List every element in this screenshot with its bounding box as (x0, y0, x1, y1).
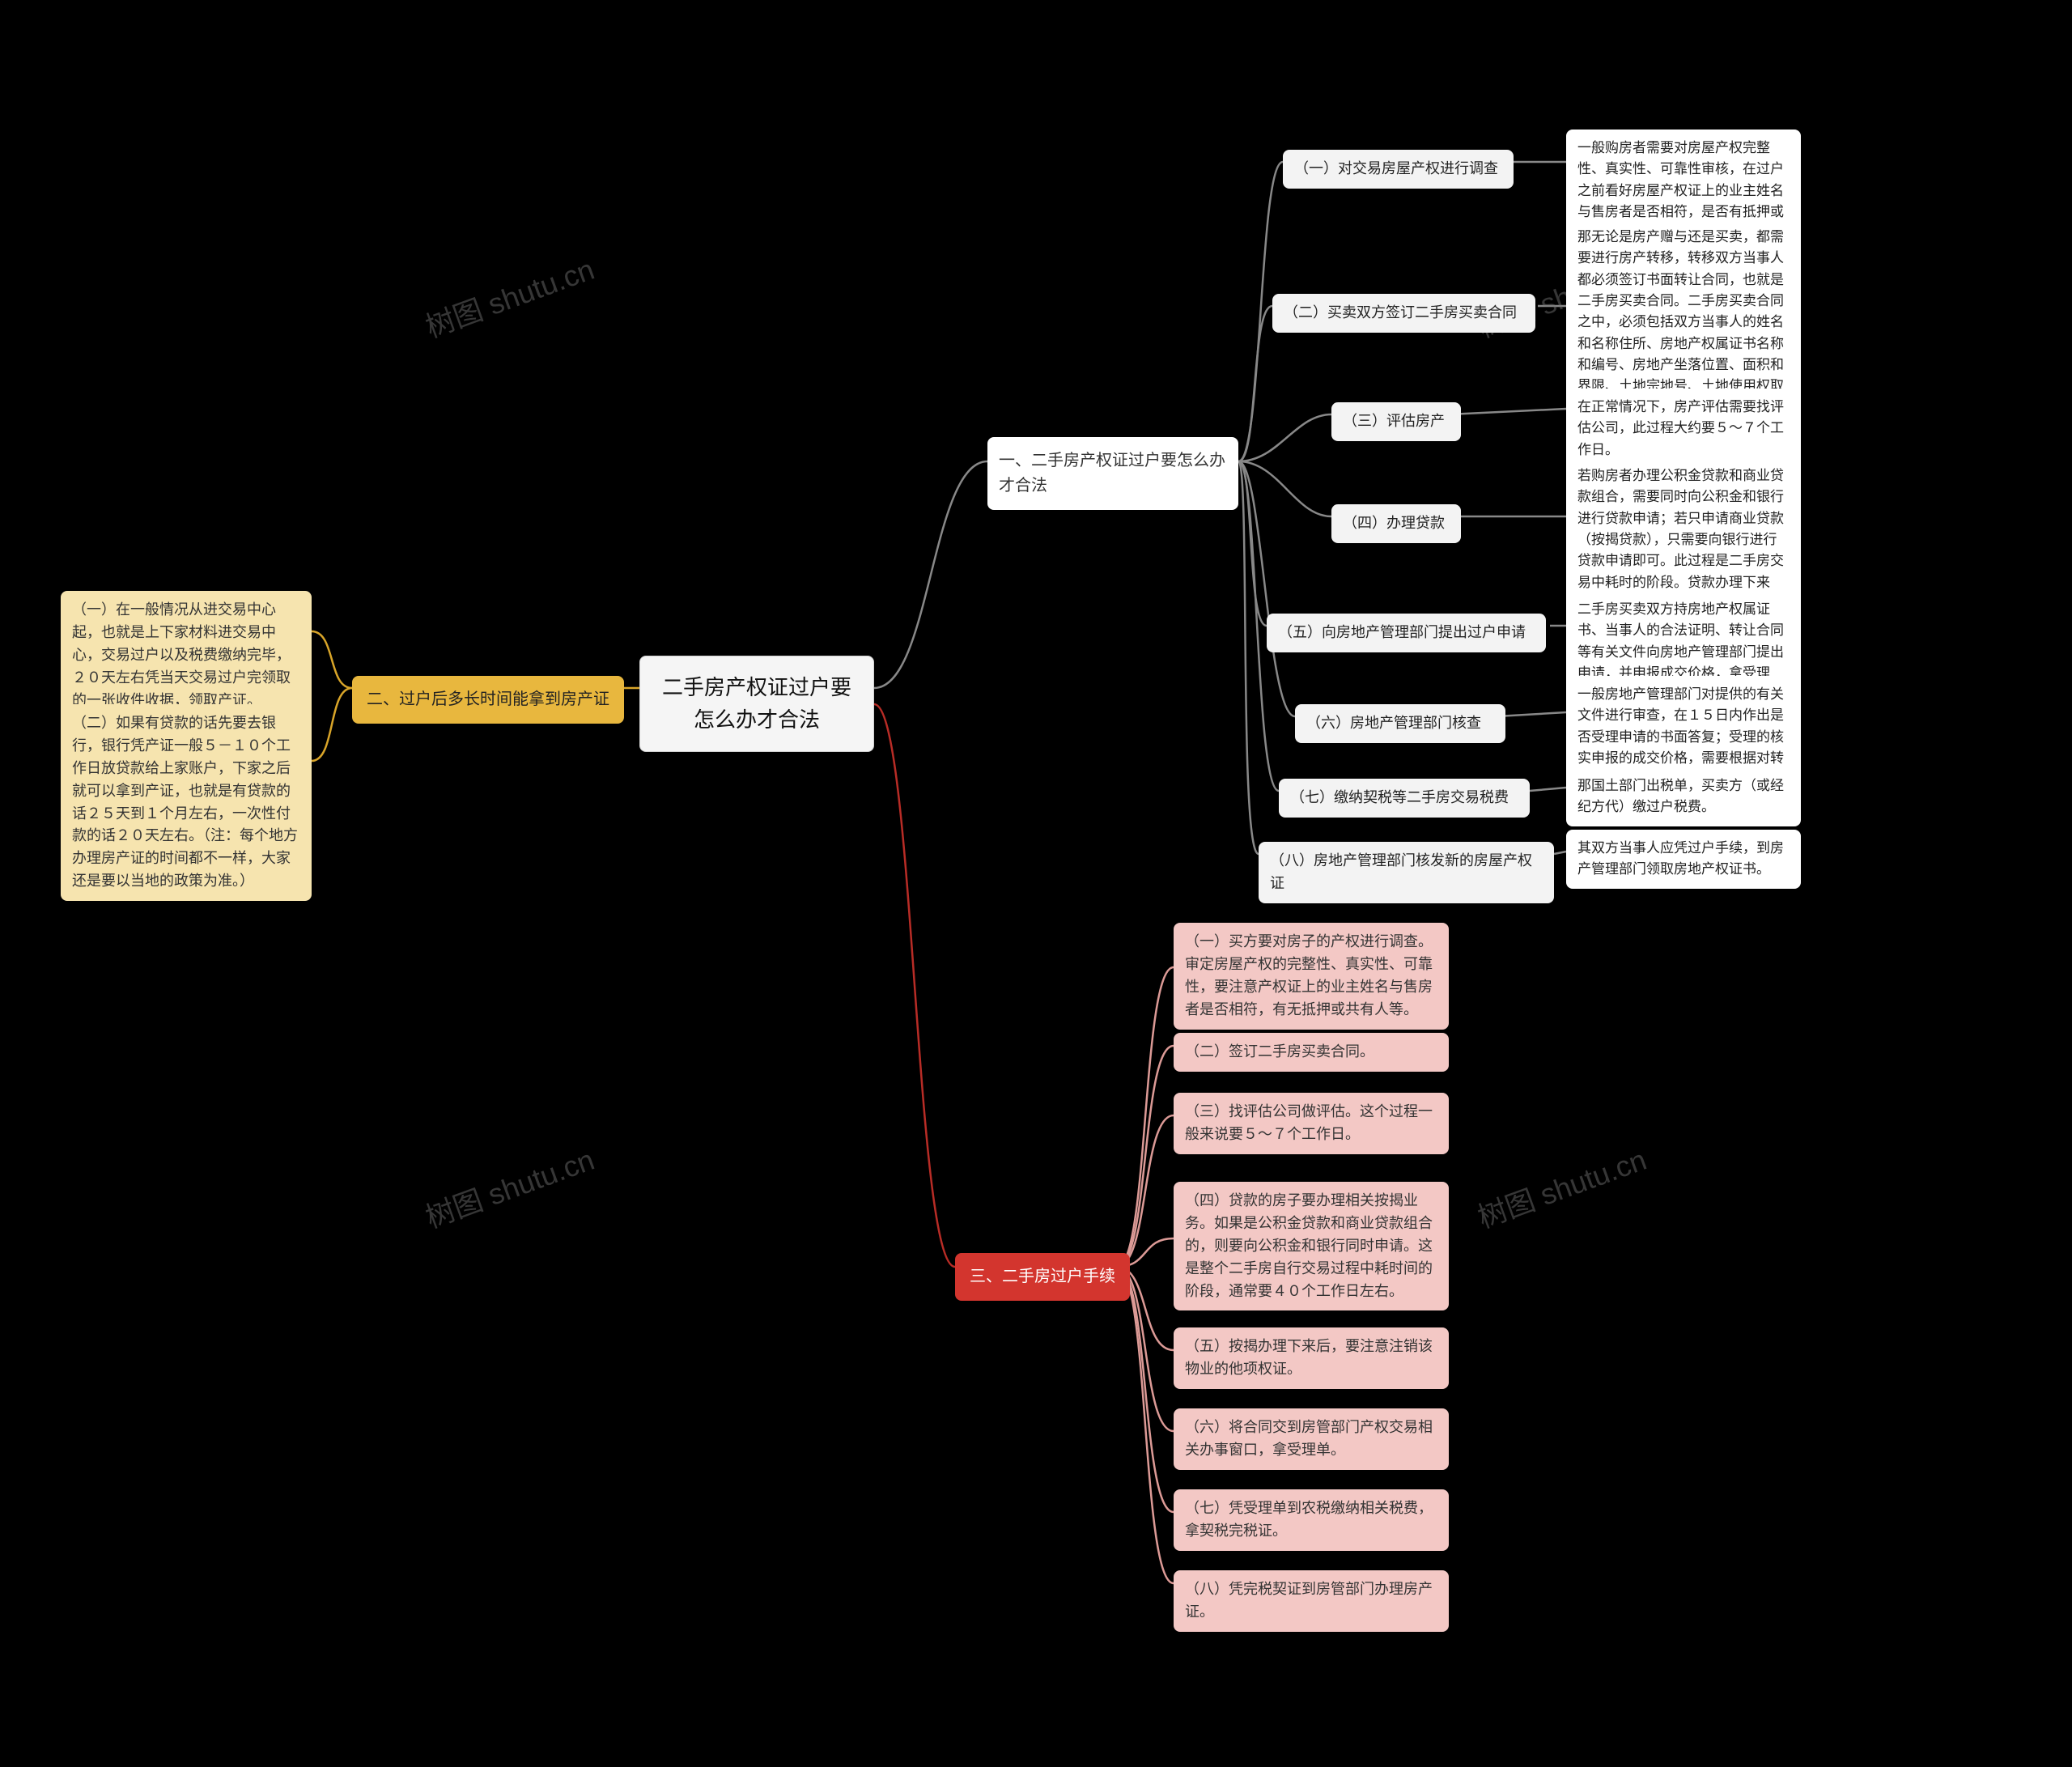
branch1-item-title[interactable]: （三）评估房产 (1331, 402, 1461, 441)
branch1-item-title[interactable]: （六）房地产管理部门核查 (1295, 704, 1505, 743)
watermark: 树图 shutu.cn (419, 1136, 600, 1236)
branch1-item-detail: 那国土部门出税单，买卖方（或经纪方代）缴过户税费。 (1566, 767, 1801, 826)
branch-1-label[interactable]: 一、二手房产权证过户要怎么办才合法 (987, 437, 1238, 510)
branch1-item-title[interactable]: （四）办理贷款 (1331, 504, 1461, 543)
branch-2-label[interactable]: 二、过户后多长时间能拿到房产证 (352, 676, 624, 724)
branch3-item: （七）凭受理单到农税缴纳相关税费，拿契税完税证。 (1174, 1489, 1449, 1551)
branch1-item-title[interactable]: （七）缴纳契税等二手房交易税费 (1279, 779, 1530, 818)
branch3-item: （八）凭完税契证到房管部门办理房产证。 (1174, 1570, 1449, 1632)
branch2-item: （一）在一般情况从进交易中心起，也就是上下家材料进交易中心，交易过户以及税费缴纳… (61, 591, 312, 720)
branch1-item-title[interactable]: （一）对交易房屋产权进行调查 (1283, 150, 1514, 189)
branch1-item-title[interactable]: （二）买卖双方签订二手房买卖合同 (1272, 294, 1535, 333)
branch1-item-title[interactable]: （八）房地产管理部门核发新的房屋产权证 (1259, 842, 1554, 903)
watermark: 树图 shutu.cn (1471, 1136, 1652, 1236)
branch2-item: （二）如果有贷款的话先要去银行，银行凭产证一般５－１０个工作日放贷款给上家账户，… (61, 704, 312, 901)
branch3-item: （一）买方要对房子的产权进行调查。审定房屋产权的完整性、真实性、可靠性，要注意产… (1174, 923, 1449, 1030)
branch1-item-title[interactable]: （五）向房地产管理部门提出过户申请 (1267, 614, 1546, 652)
branch3-item: （三）找评估公司做评估。这个过程一般来说要５～７个工作日。 (1174, 1093, 1449, 1154)
branch-3-label[interactable]: 三、二手房过户手续 (955, 1253, 1130, 1301)
branch1-item-detail: 其双方当事人应凭过户手续，到房产管理部门领取房地产权证书。 (1566, 830, 1801, 889)
branch3-item: （二）签订二手房买卖合同。 (1174, 1033, 1449, 1072)
root-node[interactable]: 二手房产权证过户要怎么办才合法 (639, 656, 874, 752)
branch3-item: （六）将合同交到房管部门产权交易相关办事窗口，拿受理单。 (1174, 1408, 1449, 1470)
branch3-item: （五）按揭办理下来后，要注意注销该物业的他项权证。 (1174, 1327, 1449, 1389)
branch3-item: （四）贷款的房子要办理相关按揭业务。如果是公积金贷款和商业贷款组合的，则要向公积… (1174, 1182, 1449, 1310)
watermark: 树图 shutu.cn (419, 246, 600, 346)
